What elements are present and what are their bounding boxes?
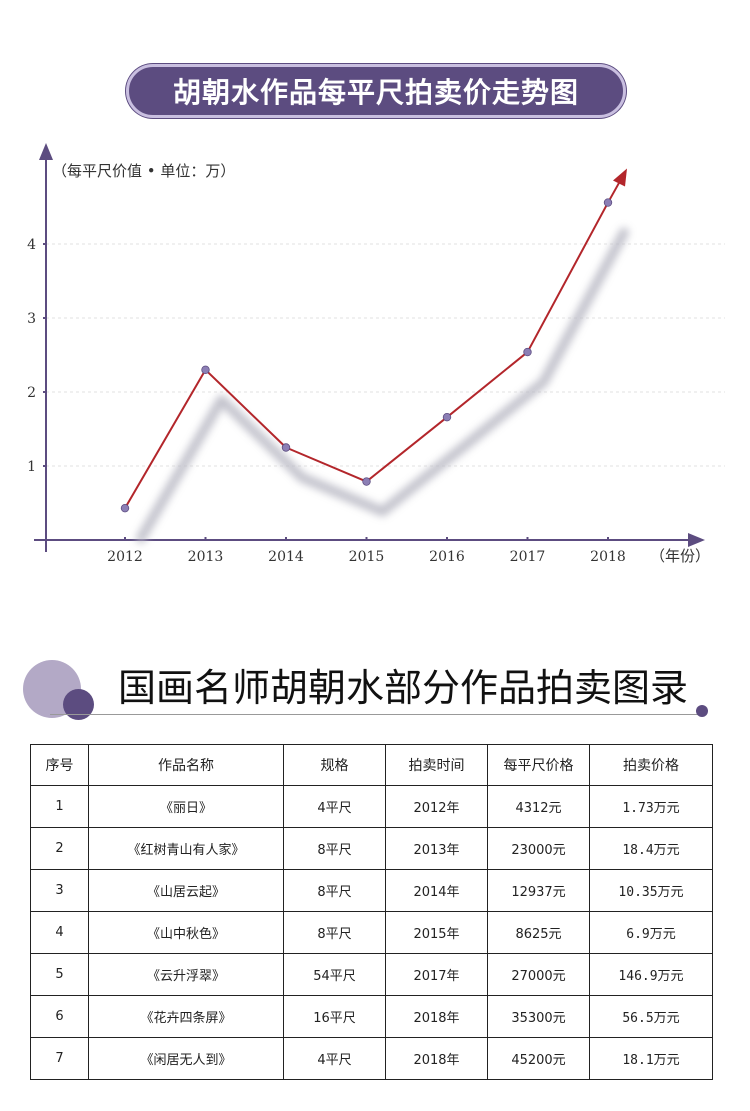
cell-unit-price: 23000元 bbox=[487, 827, 590, 870]
col-header-title: 作品名称 bbox=[88, 744, 284, 786]
cell-size: 8平尺 bbox=[283, 827, 386, 870]
x-axis-arrow bbox=[688, 533, 705, 547]
x-tick-label: 2017 bbox=[510, 549, 546, 565]
data-point bbox=[120, 503, 130, 513]
y-tick-label: 3 bbox=[27, 311, 36, 327]
col-header-price: 拍卖价格 bbox=[589, 744, 713, 786]
table-row: 5 《云升浮翠》 54平尺 2017年 27000元 146.9万元 bbox=[30, 953, 713, 996]
cell-size: 16平尺 bbox=[283, 995, 386, 1038]
col-header-size: 规格 bbox=[283, 744, 386, 786]
decor-circle-small bbox=[63, 689, 94, 720]
underline-dot bbox=[696, 705, 708, 717]
cell-title: 《花卉四条屏》 bbox=[88, 995, 284, 1038]
x-tick-label: 2014 bbox=[268, 549, 304, 565]
line-shadow bbox=[136, 227, 629, 544]
table-row: 2 《红树青山有人家》 8平尺 2013年 23000元 18.4万元 bbox=[30, 827, 713, 870]
cell-index: 6 bbox=[30, 995, 89, 1038]
cell-title: 《红树青山有人家》 bbox=[88, 827, 284, 870]
y-axis-arrow bbox=[39, 143, 53, 160]
cell-unit-price: 45200元 bbox=[487, 1037, 590, 1080]
x-axis-label: （年份） bbox=[650, 547, 710, 565]
series-line bbox=[124, 177, 623, 509]
col-header-index: 序号 bbox=[30, 744, 89, 786]
cell-date: 2013年 bbox=[385, 827, 488, 870]
cell-title: 《云升浮翠》 bbox=[88, 953, 284, 996]
cell-price: 146.9万元 bbox=[589, 953, 713, 996]
cell-index: 3 bbox=[30, 869, 89, 912]
y-tick-label: 1 bbox=[27, 459, 36, 475]
cell-title: 《山中秋色》 bbox=[88, 911, 284, 954]
cell-size: 4平尺 bbox=[283, 1037, 386, 1080]
x-tick-label: 2018 bbox=[590, 549, 626, 565]
data-point bbox=[362, 477, 371, 486]
cell-price: 6.9万元 bbox=[589, 911, 713, 954]
table-row: 3 《山居云起》 8平尺 2014年 12937元 10.35万元 bbox=[30, 869, 713, 912]
auction-records-table: 序号 作品名称 规格 拍卖时间 每平尺价格 拍卖价格 1 《丽日》 4平尺 20… bbox=[30, 744, 713, 1080]
cell-unit-price: 35300元 bbox=[487, 995, 590, 1038]
cell-price: 10.35万元 bbox=[589, 869, 713, 912]
x-tick-label: 2015 bbox=[349, 549, 385, 565]
cell-index: 2 bbox=[30, 827, 89, 870]
cell-date: 2015年 bbox=[385, 911, 488, 954]
cell-index: 5 bbox=[30, 953, 89, 996]
cell-date: 2014年 bbox=[385, 869, 488, 912]
cell-index: 4 bbox=[30, 911, 89, 954]
data-point bbox=[603, 198, 613, 207]
y-axis-label: （每平尺价值 • 单位：万） bbox=[52, 162, 235, 180]
cell-unit-price: 8625元 bbox=[487, 911, 590, 954]
data-point bbox=[442, 412, 452, 422]
table-row: 1 《丽日》 4平尺 2012年 4312元 1.73万元 bbox=[30, 785, 713, 828]
y-tick-label: 4 bbox=[27, 237, 36, 253]
cell-title: 《山居云起》 bbox=[88, 869, 284, 912]
table-row: 6 《花卉四条屏》 16平尺 2018年 35300元 56.5万元 bbox=[30, 995, 713, 1038]
cell-date: 2018年 bbox=[385, 995, 488, 1038]
cell-date: 2018年 bbox=[385, 1037, 488, 1080]
chart-title-banner: 胡朝水作品每平尺拍卖价走势图 bbox=[126, 64, 626, 118]
cell-date: 2012年 bbox=[385, 785, 488, 828]
table-header-row: 序号 作品名称 规格 拍卖时间 每平尺价格 拍卖价格 bbox=[30, 744, 713, 786]
x-tick-label: 2012 bbox=[107, 549, 143, 565]
x-tick-label: 2016 bbox=[429, 549, 465, 565]
cell-date: 2017年 bbox=[385, 953, 488, 996]
cell-title: 《丽日》 bbox=[88, 785, 284, 828]
cell-index: 7 bbox=[30, 1037, 89, 1080]
cell-unit-price: 27000元 bbox=[487, 953, 590, 996]
data-point bbox=[281, 443, 291, 452]
data-point bbox=[523, 347, 532, 357]
cell-price: 56.5万元 bbox=[589, 995, 713, 1038]
cell-size: 8平尺 bbox=[283, 869, 386, 912]
y-tick-label: 2 bbox=[27, 385, 36, 401]
cell-price: 18.1万元 bbox=[589, 1037, 713, 1080]
trend-arrowhead bbox=[613, 168, 627, 187]
table-row: 7 《闲居无人到》 4平尺 2018年 45200元 18.1万元 bbox=[30, 1037, 713, 1080]
cell-title: 《闲居无人到》 bbox=[88, 1037, 284, 1080]
cell-size: 8平尺 bbox=[283, 911, 386, 954]
col-header-unit-price: 每平尺价格 bbox=[487, 744, 590, 786]
chart-title: 胡朝水作品每平尺拍卖价走势图 bbox=[172, 76, 579, 109]
cell-size: 54平尺 bbox=[283, 953, 386, 996]
cell-unit-price: 12937元 bbox=[487, 869, 590, 912]
catalog-title: 国画名师胡朝水部分作品拍卖图录 bbox=[118, 666, 689, 710]
cell-size: 4平尺 bbox=[283, 785, 386, 828]
price-trend-chart: 1 2 3 4 2012 2013 2014 2015 2016 2017 2018 （每平尺价值 •… bbox=[27, 143, 725, 565]
cell-unit-price: 4312元 bbox=[487, 785, 590, 828]
cell-price: 1.73万元 bbox=[589, 785, 713, 828]
cell-price: 18.4万元 bbox=[589, 827, 713, 870]
x-tick-label: 2013 bbox=[188, 549, 224, 565]
cell-index: 1 bbox=[30, 785, 89, 828]
data-point bbox=[201, 365, 210, 374]
col-header-date: 拍卖时间 bbox=[385, 744, 488, 786]
table-row: 4 《山中秋色》 8平尺 2015年 8625元 6.9万元 bbox=[30, 911, 713, 954]
catalog-title-underline bbox=[50, 714, 700, 715]
